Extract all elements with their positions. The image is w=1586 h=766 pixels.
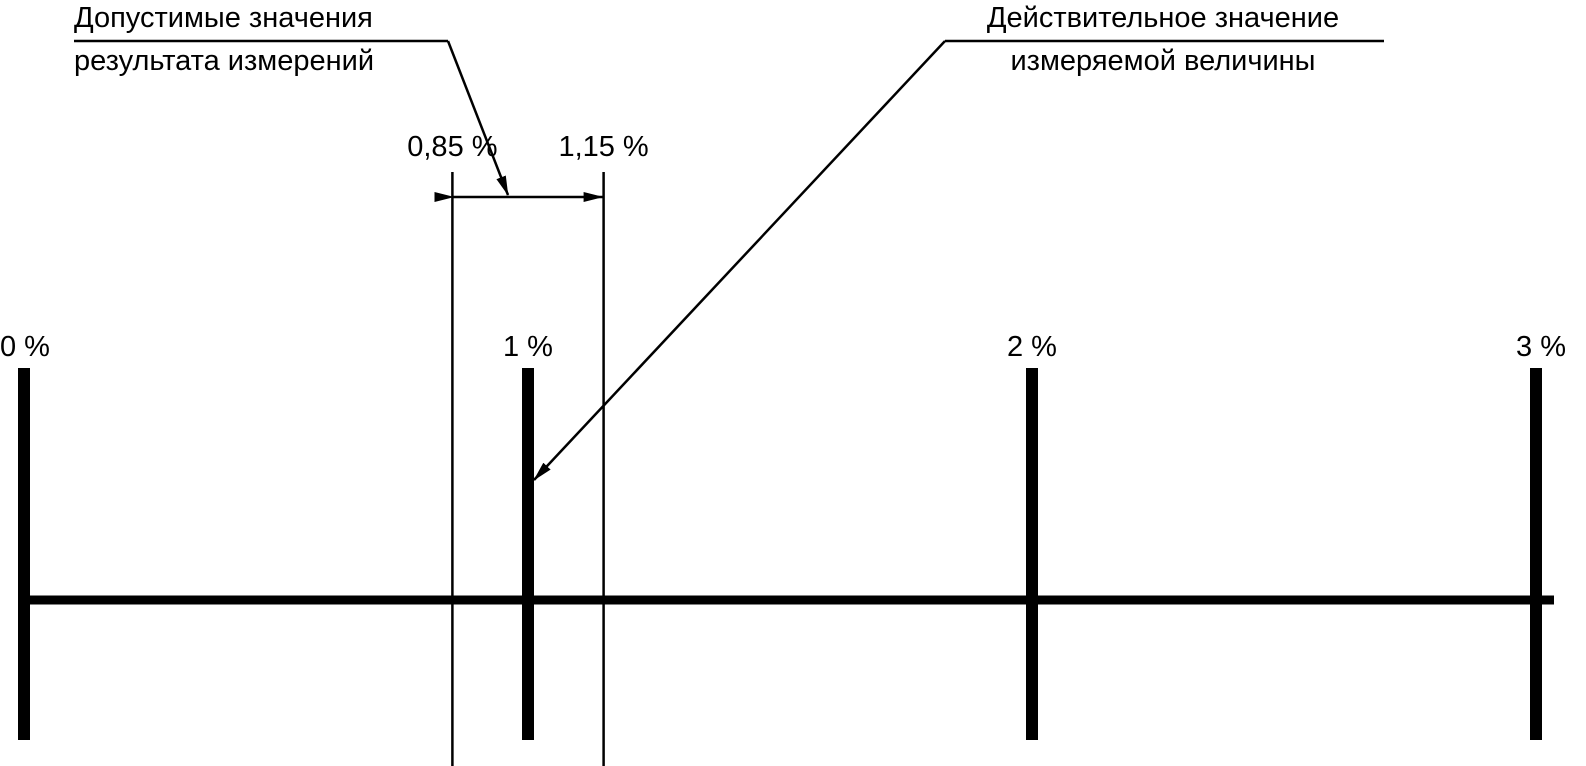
scale-tick-label-0: 0 % — [0, 331, 50, 363]
scale-tick-label-1: 1 % — [503, 331, 553, 363]
scale-tick-label-3: 3 % — [1516, 331, 1566, 363]
scale-tick-label-2: 2 % — [1007, 331, 1057, 363]
scale-ticks: 0 % 1 % 2 % 3 % — [0, 331, 1566, 740]
tolerance-callout-line2: результата измерений — [74, 45, 374, 77]
tolerance-callout-leader — [446, 40, 510, 196]
true-value-callout-line1: Действительное значение — [987, 2, 1339, 34]
lower-tolerance-label: 0,85 % — [407, 131, 497, 163]
true-value-callout-line2: измеряемой величины — [1010, 45, 1315, 77]
tolerance-callout-line1: Допустимые значения — [74, 2, 373, 34]
true-value-callout-leader — [533, 40, 946, 481]
upper-tolerance-label: 1,15 % — [558, 131, 648, 163]
